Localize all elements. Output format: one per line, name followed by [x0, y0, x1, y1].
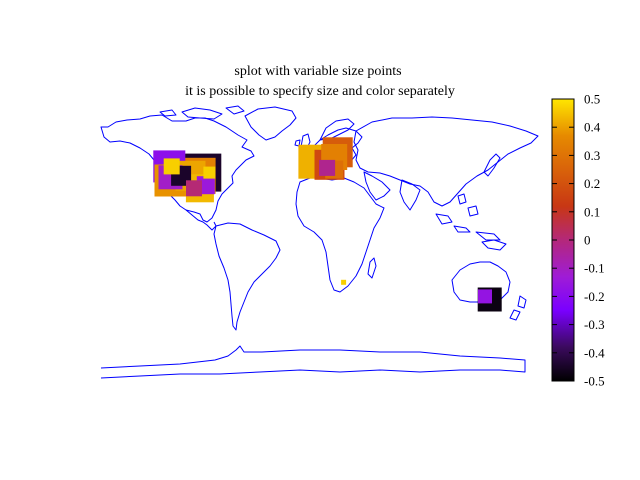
colorbar-tick-label: -0.4	[584, 345, 605, 360]
coastline-new-zealand	[509, 295, 527, 321]
chart-subtitle: it is possible to specify size and color…	[185, 84, 455, 99]
data-point-18	[478, 289, 492, 304]
colorbar-tick-label: 0	[584, 233, 591, 248]
coastline-asia	[353, 116, 539, 207]
colorbar-tick-label: -0.1	[584, 261, 605, 276]
colorbar-tick-label: -0.2	[584, 289, 605, 304]
colorbar-tick-label: 0.3	[584, 148, 600, 163]
coastline-australia	[451, 261, 511, 305]
coastline-south-america	[213, 222, 281, 331]
colorbar-tick-label: -0.3	[584, 317, 605, 332]
coastline-antarctica	[100, 345, 526, 379]
colorbar-tick-label: 0.1	[584, 204, 600, 219]
colorbar-tick-label: 0.5	[584, 92, 600, 107]
colorbar-tick-label: 0.2	[584, 176, 600, 191]
data-point-15	[163, 158, 180, 175]
coastline-india	[399, 179, 421, 211]
world-coastlines	[100, 105, 539, 379]
coastline-scandinavia	[319, 118, 355, 141]
colorbar-ticks: 0.5 0.4 0.3 0.2 0.1 0 -0.1 -0.2 -0.3 -0.4 -0.5	[552, 92, 605, 389]
colorbar-tick-label: -0.5	[584, 374, 605, 389]
coastline-new-guinea	[481, 239, 507, 251]
coastline-greenland	[244, 106, 297, 141]
data-point-16	[186, 180, 202, 197]
data-point-17	[319, 159, 336, 176]
coastline-madagascar	[367, 257, 377, 279]
coastline-africa	[295, 177, 385, 293]
colorbar: 0.5 0.4 0.3 0.2 0.1 0 -0.1 -0.2 -0.3 -0.4 -0.5	[551, 92, 605, 389]
coastline-japan	[483, 153, 501, 177]
coastline-southeast-asia-islands	[435, 193, 501, 241]
data-points	[153, 137, 502, 312]
data-point-20	[341, 279, 347, 285]
colorbar-tick-label: 0.4	[584, 120, 601, 135]
coastline-central-america	[185, 209, 217, 231]
chart-title: splot with variable size points	[234, 64, 401, 79]
coastline-arctic-islands	[159, 105, 245, 120]
data-point-19	[203, 166, 216, 179]
coastline-arabia	[363, 171, 391, 201]
